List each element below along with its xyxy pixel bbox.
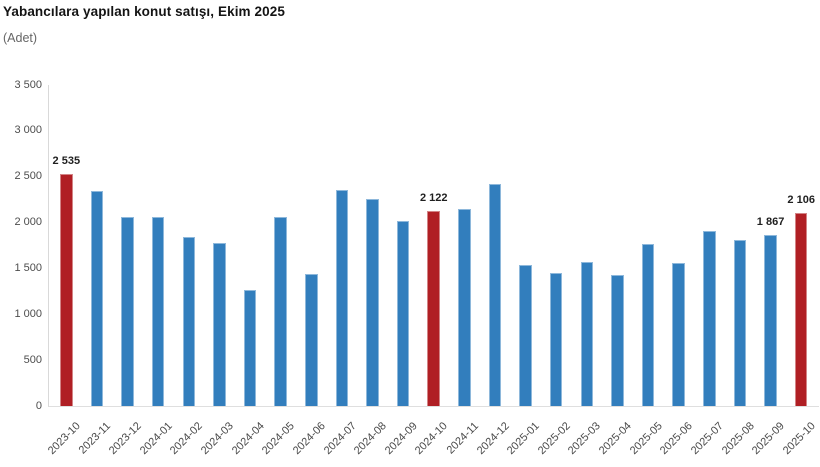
x-tick-label: 2024-11: [444, 420, 481, 457]
x-tick-label: 2025-07: [688, 420, 726, 458]
x-tick-label: 2025-09: [749, 420, 788, 458]
bar-2025-03[interactable]: [580, 262, 594, 406]
y-tick-label: 2 000: [14, 216, 42, 229]
x-tick-label: 2024-09: [382, 420, 420, 458]
x-tick-label: 2024-07: [321, 420, 359, 458]
bar-2025-10[interactable]: [794, 212, 808, 406]
x-tick-label: 2025-02: [535, 420, 573, 458]
x-tick-label: 2025-06: [658, 420, 696, 458]
bar-2025-01[interactable]: [519, 264, 532, 406]
x-tick-label: 2025-03: [566, 420, 604, 458]
data-label-2024-10: 2 122: [419, 192, 448, 205]
x-tick-label: 2024-01: [137, 420, 175, 458]
x-tick-label: 2024-12: [474, 420, 512, 458]
x-tick-label: 2025-08: [719, 420, 757, 458]
bar-2025-06[interactable]: [672, 262, 685, 406]
x-tick-label: 2023-10: [45, 420, 83, 458]
data-label-2025-10: 2 106: [787, 193, 815, 206]
y-tick-label: 500: [23, 353, 42, 366]
bar-2025-05[interactable]: [641, 243, 655, 406]
y-tick-label: 1 500: [14, 261, 42, 274]
x-tick-label: 2024-06: [290, 420, 328, 458]
bar-2024-09[interactable]: [396, 220, 410, 406]
bar-2024-04[interactable]: [243, 289, 257, 406]
bar-2024-03[interactable]: [213, 242, 226, 406]
plot-area: 2 535 2023-10 2023-11 2023-12 2024-01 2024-02…: [46, 85, 819, 457]
x-tick-label: 2024-02: [168, 420, 206, 458]
bar-2025-08[interactable]: [733, 240, 747, 406]
x-tick-label: 2024-03: [198, 420, 236, 458]
bar-2024-11[interactable]: [458, 208, 471, 406]
x-tick-label: 2024-08: [351, 420, 389, 458]
data-label-2025-09: 1 867: [756, 215, 785, 228]
chart-subtitle: (Adet): [3, 31, 38, 45]
bar-2024-12[interactable]: [488, 184, 502, 406]
bar-2024-07[interactable]: [335, 190, 349, 406]
bar-2023-12[interactable]: [121, 217, 134, 406]
y-tick-label: 2 500: [14, 170, 42, 183]
bar-2025-02[interactable]: [549, 273, 563, 406]
x-tick-label: 2025-05: [627, 420, 665, 458]
x-tick-label: 2023-11: [76, 420, 114, 457]
x-tick-label: 2024-04: [229, 420, 267, 458]
bar-2025-07[interactable]: [703, 230, 716, 406]
bar-2024-08[interactable]: [366, 198, 379, 406]
bar-2024-05[interactable]: [274, 217, 287, 406]
data-label-2023-10: 2 535: [52, 154, 81, 167]
y-tick-label: 3 500: [14, 78, 42, 91]
bar-2024-02[interactable]: [182, 237, 196, 406]
x-tick-label: 2025-04: [596, 420, 634, 458]
bar-2025-04[interactable]: [611, 274, 624, 406]
bar-2023-11[interactable]: [90, 191, 104, 406]
x-tick-label: 2024-10: [413, 420, 451, 458]
y-tick-label: 0: [35, 399, 42, 412]
bar-2023-10[interactable]: [60, 173, 73, 406]
bar-2024-06[interactable]: [305, 273, 318, 406]
y-tick-label: 3 000: [14, 124, 42, 137]
x-tick-label: 2024-05: [260, 420, 298, 458]
bar-2024-01[interactable]: [151, 217, 165, 406]
x-tick-label: 2023-12: [106, 420, 145, 458]
x-tick-label: 2025-01: [505, 420, 543, 458]
bar-2024-10[interactable]: [427, 211, 440, 406]
x-tick-label: 2025-10: [780, 420, 818, 458]
y-tick-label: 1 000: [14, 307, 42, 320]
bar-2025-09[interactable]: [764, 234, 777, 406]
chart-title: Yabancılara yapılan konut satışı, Ekim 2…: [3, 4, 285, 19]
